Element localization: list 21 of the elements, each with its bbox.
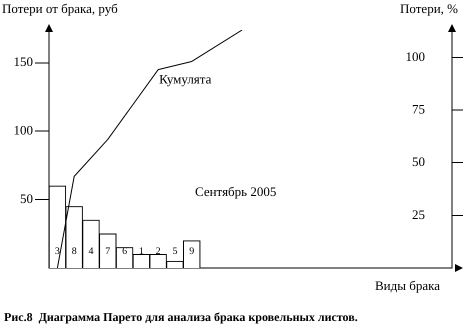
x-tick-label: 8 [72, 246, 77, 257]
x-tick-label: 2 [156, 246, 161, 257]
y-tick-label: 100 [14, 122, 33, 138]
y-axis-title: Потери от брака, руб [2, 1, 118, 16]
y2-tick-label: 25 [412, 206, 425, 222]
series-label: Кумулята [159, 72, 212, 87]
x-tick-label: 5 [172, 246, 178, 257]
x-tick-label: 1 [138, 246, 144, 257]
annotation: Сентябрь 2005 [195, 184, 276, 199]
y-tick-label: 150 [14, 54, 33, 70]
text: Рис.8 Диаграмма Парето для анализа брака кровельных листов. [4, 310, 358, 324]
y2-axis-title: Потери, % [400, 1, 458, 16]
x-tick-label: 4 [88, 246, 94, 257]
y-tick-label: 50 [20, 191, 33, 206]
x-tick-label: 3 [54, 246, 60, 257]
x-axis-title: Виды брака [375, 278, 440, 293]
y2-tick-label: 75 [412, 101, 425, 116]
y2-tick-label: 50 [412, 154, 425, 170]
y2-tick-label: 100 [406, 48, 425, 64]
x-tick-label: 7 [105, 246, 110, 257]
x-tick-label: 9 [189, 246, 194, 257]
